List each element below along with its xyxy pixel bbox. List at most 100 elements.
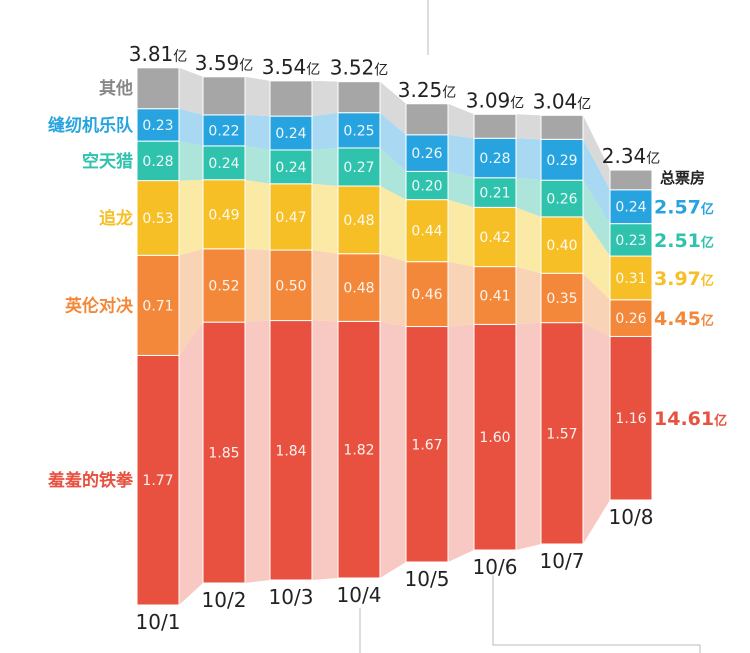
connector-band	[516, 266, 541, 325]
value-label: 0.50	[275, 278, 306, 294]
connector-band	[245, 248, 270, 323]
bar-segment	[337, 112, 381, 149]
series-total-label: 14.61亿	[654, 408, 727, 430]
value-label: 0.21	[479, 186, 510, 202]
bar-segment	[269, 249, 313, 322]
bar-segment	[609, 255, 653, 301]
connector-band	[516, 177, 541, 217]
total-value: 3.04	[533, 89, 578, 113]
connector-band	[516, 322, 541, 550]
series-total-value: 3.97	[654, 268, 701, 290]
decor-line	[492, 575, 701, 653]
value-label: 0.24	[275, 160, 306, 176]
connector-band	[179, 67, 203, 115]
bar-segment	[269, 320, 313, 581]
value-label: 0.31	[615, 271, 646, 287]
connector-band	[448, 324, 474, 562]
total-unit: 亿	[442, 85, 456, 101]
total-value: 2.34	[602, 144, 647, 168]
total-label: 3.09亿	[466, 88, 525, 112]
bar-segment	[269, 149, 313, 185]
value-label: 1.82	[343, 443, 374, 459]
value-label: 0.20	[411, 179, 442, 195]
value-label: 0.40	[546, 238, 577, 254]
total-unit: 亿	[173, 49, 187, 65]
category-label: 10/6	[473, 555, 518, 579]
series-total-unit: 亿	[701, 313, 714, 329]
bar-segment	[473, 113, 517, 139]
value-label: 1.67	[411, 437, 442, 453]
series-total-value: 2.51	[654, 230, 701, 252]
value-label: 0.46	[411, 287, 442, 303]
connector-band	[312, 183, 338, 254]
series-total-label: 2.51亿	[654, 230, 714, 252]
value-label: 1.57	[546, 426, 577, 442]
bar-segment	[136, 254, 180, 356]
bar-segment	[473, 137, 517, 179]
connector-band	[583, 139, 610, 224]
value-label: 1.84	[275, 443, 306, 459]
bar-segment	[337, 320, 381, 579]
value-label: 0.27	[343, 160, 374, 176]
bar-segment	[269, 183, 313, 251]
value-label: 0.28	[479, 151, 510, 167]
connector-band	[448, 103, 474, 139]
connector-band	[312, 147, 338, 187]
value-label: 0.71	[142, 298, 173, 314]
bar-segment	[540, 322, 584, 545]
series-name-label: 空天猎	[82, 151, 133, 172]
total-value: 3.52	[330, 56, 375, 80]
series-total-value: 14.61	[654, 408, 714, 430]
category-label: 10/8	[609, 505, 654, 529]
bar-segments	[136, 67, 653, 606]
connector-band	[448, 134, 474, 178]
series-total-unit: 亿	[701, 202, 714, 218]
bar-segment	[405, 326, 449, 563]
bar-segment	[136, 140, 180, 182]
value-label: 0.42	[479, 230, 510, 246]
bar-segment	[473, 323, 517, 551]
total-unit: 亿	[510, 95, 524, 111]
connector-band	[380, 112, 406, 172]
connector-band	[516, 138, 541, 181]
bar-segment	[136, 108, 180, 142]
total-unit: 亿	[306, 62, 320, 78]
connector-band	[516, 114, 541, 140]
connector-band	[245, 76, 270, 117]
total-label: 3.81亿	[129, 42, 188, 66]
value-label: 0.48	[343, 213, 374, 229]
bar-segment	[337, 147, 381, 187]
value-label: 0.44	[411, 224, 442, 240]
series-total-value: 2.57	[654, 197, 701, 219]
value-label: 0.35	[546, 291, 577, 307]
connector-band	[179, 179, 203, 256]
connector-band	[245, 179, 270, 251]
series-name-label: 其他	[99, 78, 133, 99]
bar-segment	[202, 248, 246, 323]
decorative-lines	[359, 0, 701, 653]
series-total-label: 2.57亿	[654, 197, 714, 219]
value-label: 0.28	[142, 154, 173, 170]
total-value: 3.54	[262, 55, 307, 79]
series-name-label: 追龙	[99, 208, 133, 229]
connector-band	[583, 273, 610, 337]
category-label: 10/5	[405, 567, 450, 591]
value-label: 0.24	[615, 200, 646, 216]
labels: 1.77 1.85 1.84 1.82 1.67 1.60 1.57 1.16 0.71 0.52…	[47, 42, 727, 634]
value-label: 0.52	[208, 278, 239, 294]
bar-segment	[269, 115, 313, 151]
value-label: 0.29	[546, 153, 577, 169]
bar-segment	[405, 170, 449, 201]
connector-band	[245, 320, 270, 583]
connector-band	[380, 147, 406, 200]
bar-segment	[540, 138, 584, 181]
connector-band	[583, 216, 610, 300]
legend-title: 总票房	[660, 169, 705, 187]
value-label: 1.60	[479, 430, 510, 446]
bar-segment	[202, 76, 246, 116]
series-total-unit: 亿	[701, 273, 714, 289]
connector-band	[516, 207, 541, 274]
total-label: 3.25亿	[398, 78, 457, 102]
bar-segment	[473, 177, 517, 208]
